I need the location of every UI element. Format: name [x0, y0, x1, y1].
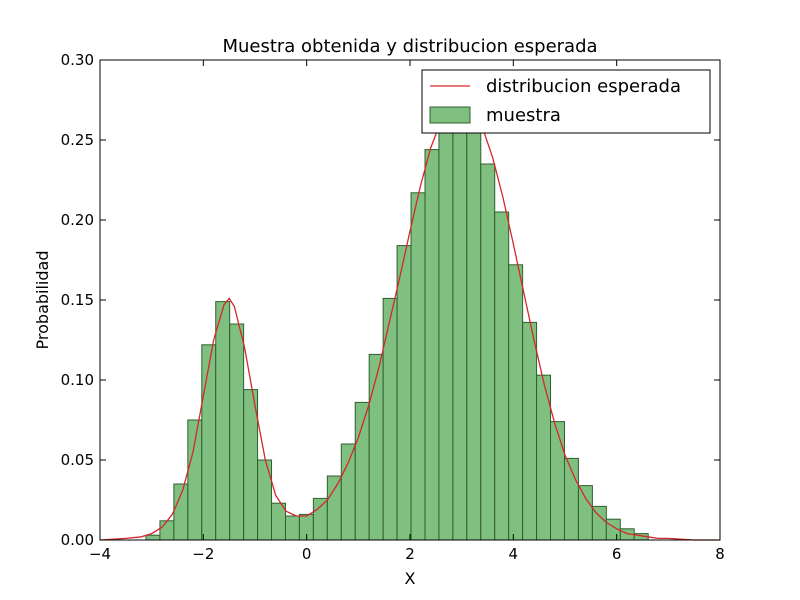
histogram-bar	[173, 483, 189, 541]
histogram-bar	[159, 520, 175, 541]
histogram-bar	[494, 211, 510, 541]
x-tick-label: 4	[509, 545, 519, 563]
histogram-bar	[271, 502, 286, 541]
histogram-bar	[577, 485, 593, 541]
histogram-bar	[368, 353, 384, 541]
histogram-bar	[480, 163, 496, 541]
y-tick-label: 0.20	[61, 211, 94, 229]
histogram-bar	[382, 297, 398, 541]
y-axis-label: Probabilidad	[33, 251, 52, 350]
histogram-bar	[550, 421, 565, 541]
histogram-bar	[452, 115, 468, 541]
x-axis-label: X	[405, 569, 416, 588]
histogram-bar	[508, 264, 524, 541]
histogram-bar	[145, 534, 161, 541]
histogram-bar	[522, 321, 538, 541]
histogram-bar	[340, 443, 356, 541]
legend-bar-swatch	[429, 106, 471, 124]
histogram-bar	[187, 419, 203, 541]
axis-ticks: −4 −2 0 2 4 6 8 0.00 0.05 0.10 0.15 0.20 0.25 0.30	[61, 51, 725, 563]
histogram-bar	[438, 120, 454, 541]
histogram-bar	[215, 301, 231, 541]
histogram-bar	[201, 344, 217, 541]
legend-label-muestra: muestra	[486, 105, 561, 126]
distribution-line	[99, 99, 720, 541]
expected-distribution-curve	[99, 99, 720, 541]
x-tick-label: 6	[612, 545, 622, 563]
y-tick-label: 0.05	[61, 451, 94, 469]
x-tick-label: 8	[715, 545, 725, 563]
x-tick-label: −4	[89, 545, 111, 563]
histogram-bar	[424, 149, 440, 541]
chart-title: Muestra obtenida y distribucion esperada	[222, 36, 597, 57]
histogram-bar	[326, 475, 342, 541]
histogram-bar	[243, 389, 259, 541]
y-tick-label: 0.10	[61, 371, 94, 389]
y-tick-label: 0.00	[61, 531, 94, 549]
histogram-bars	[145, 115, 649, 541]
x-tick-label: 0	[302, 545, 312, 563]
legend: distribucion esperada muestra	[421, 69, 711, 134]
y-tick-label: 0.30	[61, 51, 94, 69]
y-tick-label: 0.15	[61, 291, 94, 309]
x-tick-label: −2	[192, 545, 214, 563]
x-tick-label: 2	[405, 545, 415, 563]
y-tick-label: 0.25	[61, 131, 94, 149]
histogram-bar	[312, 497, 328, 541]
histogram-bar	[410, 192, 426, 541]
histogram-bar	[354, 401, 370, 541]
histogram-bar	[466, 128, 482, 541]
histogram-bar	[229, 323, 245, 541]
histogram-bar	[396, 245, 412, 541]
legend-label-distribucion-esperada: distribucion esperada	[486, 76, 681, 97]
histogram-bar	[284, 515, 300, 541]
